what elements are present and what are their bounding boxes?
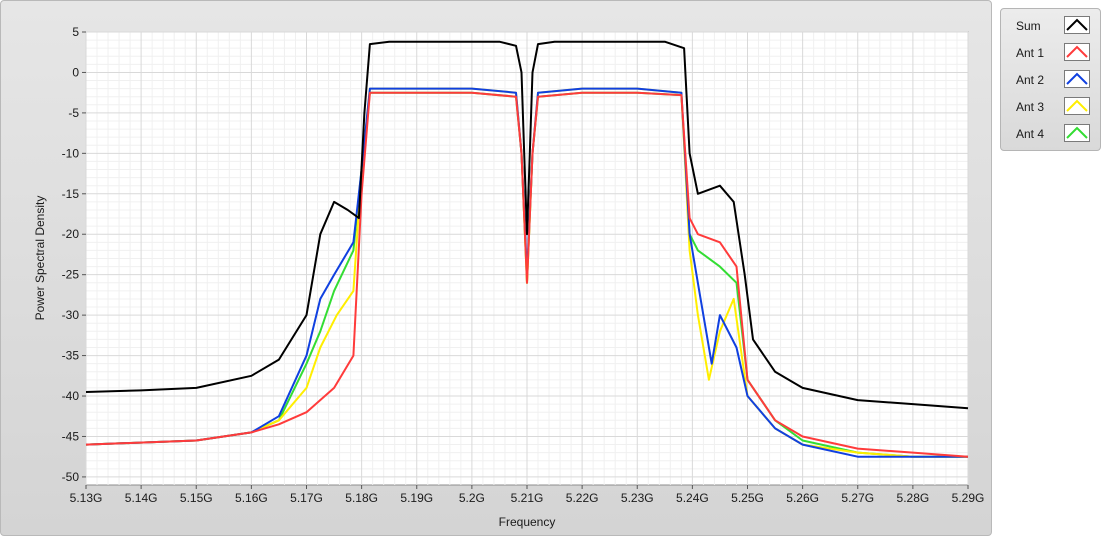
- y-axis-ticks: 5 0 -5 -10 -15 -20 -25 -30 -35 -40 -45 -50: [62, 25, 86, 484]
- x-tick-label: 5.28G: [897, 491, 930, 505]
- plot-swatch-icon[interactable]: [1064, 124, 1090, 142]
- legend-label: Ant 2: [1016, 73, 1045, 87]
- x-tick-label: 5.29G: [952, 491, 985, 505]
- x-tick-label: 5.23G: [621, 491, 654, 505]
- y-tick-label: 5: [72, 25, 79, 39]
- series-line-sum: [85, 40, 969, 410]
- legend-label: Ant 1: [1016, 46, 1045, 60]
- y-tick-label: -35: [62, 349, 80, 363]
- y-tick-label: -5: [68, 106, 79, 120]
- x-axis-label: Frequency: [499, 515, 556, 529]
- grid: [85, 31, 969, 485]
- x-tick-label: 5.26G: [786, 491, 819, 505]
- y-tick-label: -45: [62, 429, 80, 443]
- y-tick-label: -15: [62, 187, 80, 201]
- plot-swatch-icon[interactable]: [1064, 43, 1090, 61]
- x-tick-label: 5.18G: [345, 491, 378, 505]
- plot-swatch-icon[interactable]: [1064, 70, 1090, 88]
- psd-chart: 5.13G 5.14G 5.15G 5.16G 5.17G 5.18G 5.19G 5.2G 5…: [33, 25, 985, 529]
- x-axis-ticks: 5.13G 5.14G 5.15G 5.16G 5.17G 5.18G 5.19G 5.2G 5…: [70, 485, 985, 505]
- x-tick-label: 5.2G: [459, 491, 485, 505]
- legend: Sum Ant 1 Ant 2 Ant 3 Ant 4: [1000, 8, 1101, 151]
- x-tick-label: 5.25G: [731, 491, 764, 505]
- x-tick-label: 5.14G: [125, 491, 158, 505]
- legend-label: Sum: [1016, 19, 1041, 33]
- legend-label: Ant 4: [1016, 127, 1045, 141]
- x-tick-label: 5.27G: [841, 491, 874, 505]
- legend-item-ant-2[interactable]: Ant 2: [1001, 69, 1101, 91]
- x-tick-label: 5.15G: [180, 491, 213, 505]
- series-line-ant-1: [85, 91, 969, 458]
- legend-item-ant-4[interactable]: Ant 4: [1001, 123, 1101, 145]
- legend-label: Ant 3: [1016, 100, 1045, 114]
- series-layer: [85, 40, 969, 458]
- legend-item-ant-3[interactable]: Ant 3: [1001, 96, 1101, 118]
- legend-item-ant-1[interactable]: Ant 1: [1001, 42, 1101, 64]
- x-tick-label: 5.24G: [676, 491, 709, 505]
- y-tick-label: -25: [62, 268, 80, 282]
- x-tick-label: 5.21G: [511, 491, 544, 505]
- plot-swatch-icon[interactable]: [1064, 16, 1090, 34]
- x-tick-label: 5.22G: [566, 491, 599, 505]
- plot-swatch-icon[interactable]: [1064, 97, 1090, 115]
- x-tick-label: 5.16G: [235, 491, 268, 505]
- y-tick-label: -10: [62, 146, 80, 160]
- legend-item-sum[interactable]: Sum: [1001, 15, 1101, 37]
- x-tick-label: 5.13G: [70, 491, 103, 505]
- x-tick-label: 5.19G: [400, 491, 433, 505]
- y-tick-label: -20: [62, 227, 80, 241]
- y-tick-label: 0: [72, 65, 79, 79]
- x-tick-label: 5.17G: [290, 491, 323, 505]
- graph-panel: 5.13G 5.14G 5.15G 5.16G 5.17G 5.18G 5.19G 5.2G 5…: [0, 0, 992, 536]
- y-tick-label: -40: [62, 389, 80, 403]
- y-axis-label: Power Spectral Density: [33, 196, 47, 321]
- y-tick-label: -50: [62, 470, 80, 484]
- y-tick-label: -30: [62, 308, 80, 322]
